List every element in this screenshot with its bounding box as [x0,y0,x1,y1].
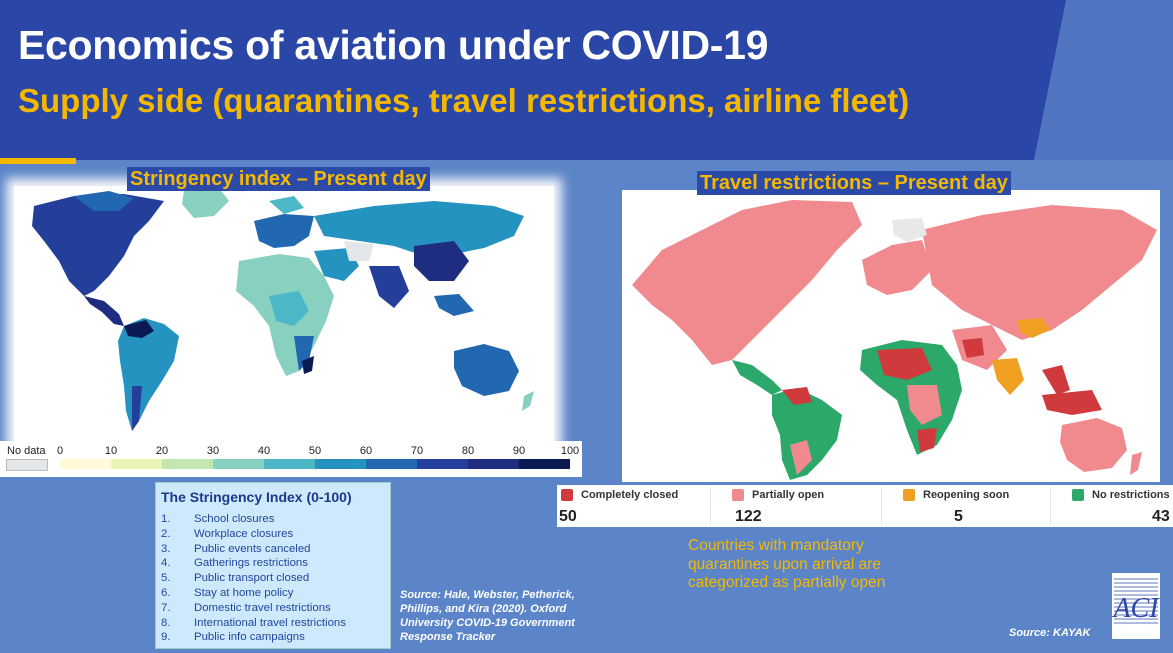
stringency-box-title: The Stringency Index (0-100) [161,489,352,505]
criteria-number: 1. [161,513,171,525]
criteria-label: Gatherings restrictions [194,557,308,570]
criteria-label: Public transport closed [194,572,310,585]
travel-restrictions-map [622,190,1160,482]
scale-swatch [60,459,111,469]
stringency-criteria-item: 7. Domestic travel restrictions [161,601,346,616]
stringency-criteria-item: 1. School closures [161,512,346,527]
criteria-label: International travel restrictions [194,616,346,629]
legend-count: 50 [559,508,577,525]
legend-tick: 100 [560,445,580,457]
scale-swatch [264,459,315,469]
scale-swatch [519,459,570,469]
criteria-number: 5. [161,572,171,585]
stringency-source: Source: Hale, Webster, Petherick, Philli… [400,589,575,643]
travel-source: Source: KAYAK [1009,627,1091,639]
page-subtitle: Supply side (quarantines, travel restric… [18,82,910,119]
stringency-criteria-item: 5. Public transport closed [161,571,346,586]
travel-legend-item: Partially open [732,489,824,501]
legend-tick: 50 [308,445,322,457]
legend-count: 43 [1152,508,1170,525]
criteria-number: 9. [161,631,171,644]
travel-world-map-image [632,200,1157,480]
legend-divider [881,487,882,525]
quarantine-note: Countries with mandatory quarantines upo… [688,537,886,591]
stringency-index-box: The Stringency Index (0-100) 1. School cl… [155,482,391,649]
stringency-map [14,186,554,441]
travel-legend: Completely closed 50 Partially open 122 Reop… [557,485,1173,527]
travel-legend-item: No restrictions [1072,489,1170,501]
criteria-number: 6. [161,586,171,599]
legend-tick: 80 [461,445,475,457]
scale-swatch [162,459,213,469]
legend-swatch [1072,489,1084,501]
stringency-criteria-item: 3. Public events canceled [161,542,346,557]
criteria-label: School closures [194,513,275,525]
criteria-label: Public events canceled [194,542,311,555]
scale-swatch [468,459,519,469]
stringency-legend: No data 0 10 20 30 40 50 60 70 80 90 100 [0,441,582,477]
criteria-number: 2. [161,527,171,540]
stringency-criteria-item: 6. Stay at home policy [161,586,346,601]
accent-bar [0,158,76,164]
scale-swatch [366,459,417,469]
legend-divider [710,487,711,525]
criteria-label: Domestic travel restrictions [194,601,331,614]
criteria-number: 4. [161,557,171,570]
no-data-swatch [6,459,48,471]
stringency-criteria-item: 9. Public info campaigns [161,630,346,645]
travel-legend-item: Reopening soon [903,489,1009,501]
stringency-world-map-image [32,188,534,431]
travel-legend-item: Completely closed [561,489,678,501]
aci-logo-icon: ACI [1111,573,1160,639]
legend-label: Reopening soon [923,489,1010,501]
criteria-number: 8. [161,616,171,629]
criteria-label: Public info campaigns [194,631,305,644]
banner-shape [0,0,1173,160]
criteria-label: Workplace closures [194,527,294,540]
legend-tick: 40 [257,445,271,457]
page-title: Economics of aviation under COVID-19 [18,22,769,68]
legend-tick: 90 [512,445,526,457]
legend-label: Partially open [752,489,825,501]
no-data-label: No data [7,445,46,457]
stringency-criteria-list: 1. School closures 2. Workplace closures 3. P… [161,512,346,645]
legend-tick: 60 [359,445,373,457]
legend-tick: 20 [155,445,169,457]
criteria-number: 3. [161,542,171,555]
stringency-criteria-item: 2. Workplace closures [161,527,346,542]
stringency-criteria-item: 8. International travel restrictions [161,616,346,631]
scale-swatch [315,459,366,469]
legend-swatch [732,489,744,501]
stringency-criteria-item: 4. Gatherings restrictions [161,556,346,571]
criteria-number: 7. [161,601,171,614]
logo-text: ACI [1112,593,1160,624]
legend-tick: 30 [206,445,220,457]
legend-swatch [561,489,573,501]
stringency-heading: Stringency index – Present day [127,167,430,191]
legend-count: 122 [735,508,762,525]
aci-logo-graphic: ACI [1111,573,1160,639]
legend-swatch [903,489,915,501]
legend-label: Completely closed [581,489,679,501]
title-banner: Economics of aviation under COVID-19 Sup… [0,0,1173,160]
scale-swatch [417,459,468,469]
color-scale [60,459,570,469]
legend-count: 5 [954,508,963,525]
legend-tick: 0 [56,445,64,457]
legend-tick: 10 [104,445,118,457]
travel-heading: Travel restrictions – Present day [697,171,1011,195]
legend-divider [1050,487,1051,525]
scale-swatch [213,459,264,469]
criteria-label: Stay at home policy [194,586,294,599]
legend-tick: 70 [410,445,424,457]
legend-label: No restrictions [1092,489,1170,501]
scale-swatch [111,459,162,469]
